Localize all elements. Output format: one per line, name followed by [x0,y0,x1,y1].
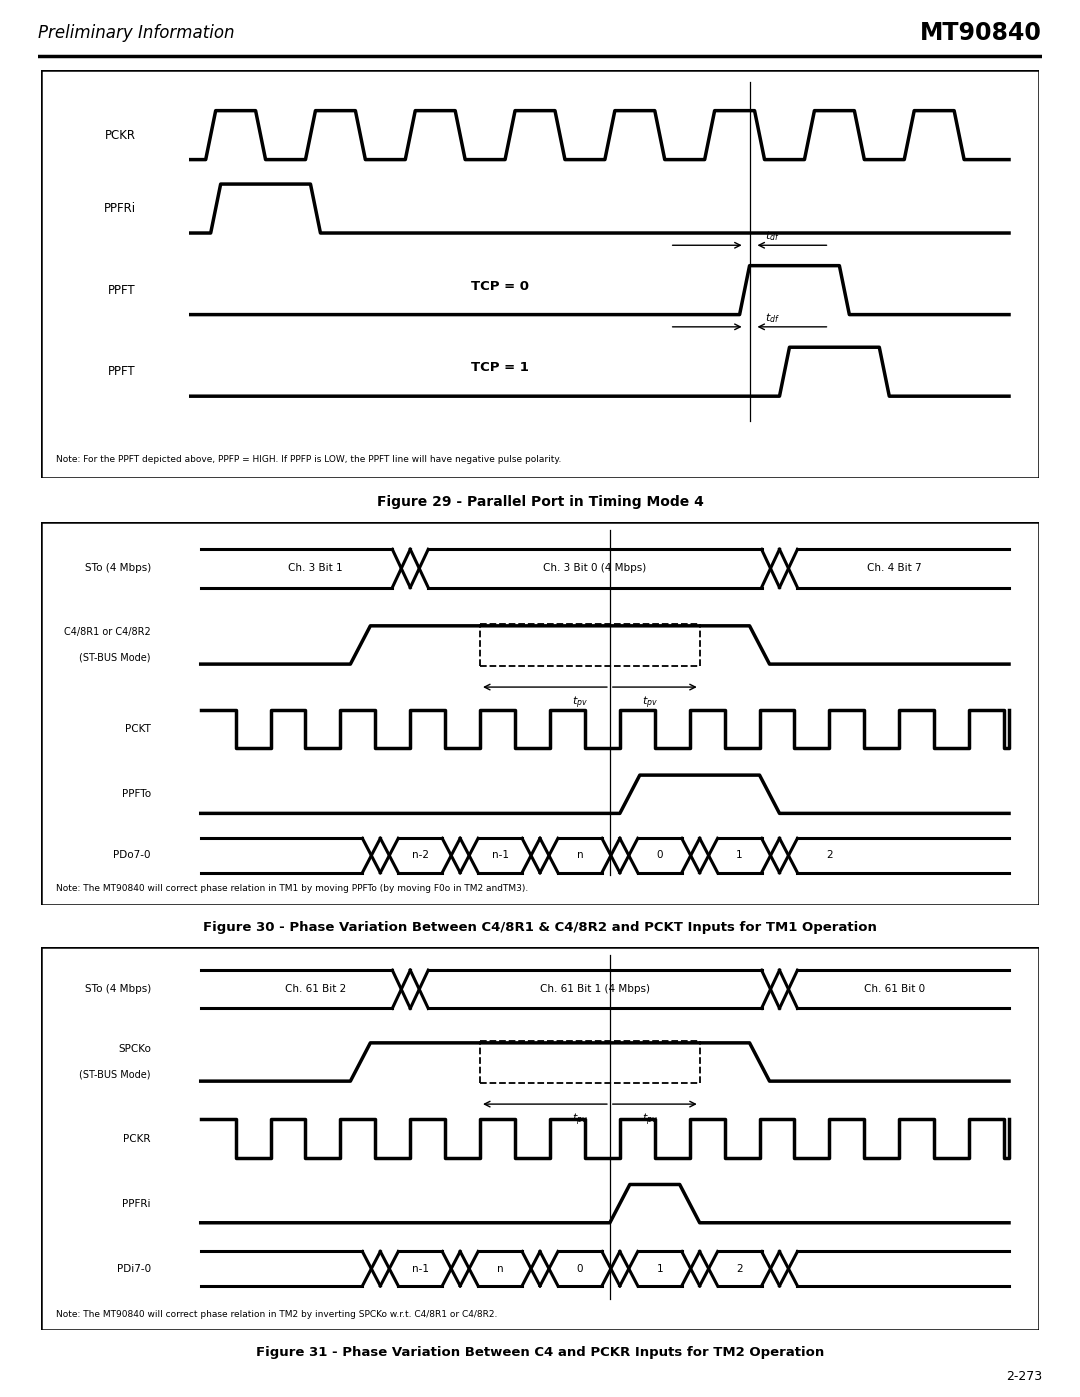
Text: $t_{pv}$: $t_{pv}$ [642,1112,658,1129]
Text: Ch. 3 Bit 0 (4 Mbps): Ch. 3 Bit 0 (4 Mbps) [543,563,647,573]
Text: 2-273: 2-273 [1007,1369,1042,1383]
Text: 0: 0 [577,1264,583,1274]
Text: Ch. 61 Bit 1 (4 Mbps): Ch. 61 Bit 1 (4 Mbps) [540,985,650,995]
Text: n: n [497,1264,503,1274]
Text: 0: 0 [657,851,663,861]
Text: MT90840: MT90840 [920,21,1042,45]
Text: $t_{df}$: $t_{df}$ [765,312,780,326]
Text: TCP = 0: TCP = 0 [471,279,529,292]
Text: $t_{pv}$: $t_{pv}$ [572,694,588,711]
Text: Figure 31 - Phase Variation Between C4 and PCKR Inputs for TM2 Operation: Figure 31 - Phase Variation Between C4 a… [256,1345,824,1359]
Text: PPFRi: PPFRi [104,203,136,215]
Text: Note: The MT90840 will correct phase relation in TM1 by moving PPFTo (by moving : Note: The MT90840 will correct phase rel… [56,883,528,893]
Text: (ST-BUS Mode): (ST-BUS Mode) [79,1070,151,1080]
Text: $t_{pv}$: $t_{pv}$ [642,694,658,711]
Text: PCKR: PCKR [105,129,136,141]
Text: Figure 29 - Parallel Port in Timing Mode 4: Figure 29 - Parallel Port in Timing Mode… [377,495,703,509]
Text: PPFTo: PPFTo [122,789,151,799]
FancyBboxPatch shape [41,947,1039,1330]
Text: n-2: n-2 [411,851,429,861]
FancyBboxPatch shape [41,70,1039,478]
Text: 1: 1 [737,851,743,861]
Text: SPCKo: SPCKo [118,1045,151,1055]
Text: n-1: n-1 [411,1264,429,1274]
Text: PCKR: PCKR [123,1133,151,1144]
Text: $t_{df}$: $t_{df}$ [765,229,780,243]
Text: Ch. 61 Bit 0: Ch. 61 Bit 0 [864,985,924,995]
Text: 2: 2 [737,1264,743,1274]
Text: PCKT: PCKT [125,724,151,735]
Text: PPFT: PPFT [108,284,136,296]
Text: PPFT: PPFT [108,365,136,379]
Text: STo (4 Mbps): STo (4 Mbps) [84,563,151,573]
Text: STo (4 Mbps): STo (4 Mbps) [84,985,151,995]
Text: PDi7-0: PDi7-0 [117,1264,151,1274]
Text: Ch. 61 Bit 2: Ch. 61 Bit 2 [285,985,346,995]
Text: Note: The MT90840 will correct phase relation in TM2 by inverting SPCKo w.r.t. C: Note: The MT90840 will correct phase rel… [56,1310,498,1319]
Text: $t_{pv}$: $t_{pv}$ [572,1112,588,1129]
Text: TCP = 1: TCP = 1 [471,362,529,374]
Text: Ch. 4 Bit 7: Ch. 4 Bit 7 [867,563,921,573]
Text: n: n [577,851,583,861]
Text: (ST-BUS Mode): (ST-BUS Mode) [79,652,151,662]
Text: PDo7-0: PDo7-0 [113,851,151,861]
Text: C4/8R1 or C4/8R2: C4/8R1 or C4/8R2 [64,627,151,637]
Text: 1: 1 [657,1264,663,1274]
Text: Note: For the PPFT depicted above, PPFP = HIGH. If PPFP is LOW, the PPFT line wi: Note: For the PPFT depicted above, PPFP … [56,455,562,464]
Text: PPFRi: PPFRi [122,1199,151,1208]
Text: Ch. 3 Bit 1: Ch. 3 Bit 1 [288,563,342,573]
Text: Preliminary Information: Preliminary Information [38,24,234,42]
Text: 2: 2 [826,851,833,861]
Text: Figure 30 - Phase Variation Between C4/8R1 & C4/8R2 and PCKT Inputs for TM1 Oper: Figure 30 - Phase Variation Between C4/8… [203,921,877,935]
FancyBboxPatch shape [41,522,1039,905]
Text: n-1: n-1 [491,851,509,861]
